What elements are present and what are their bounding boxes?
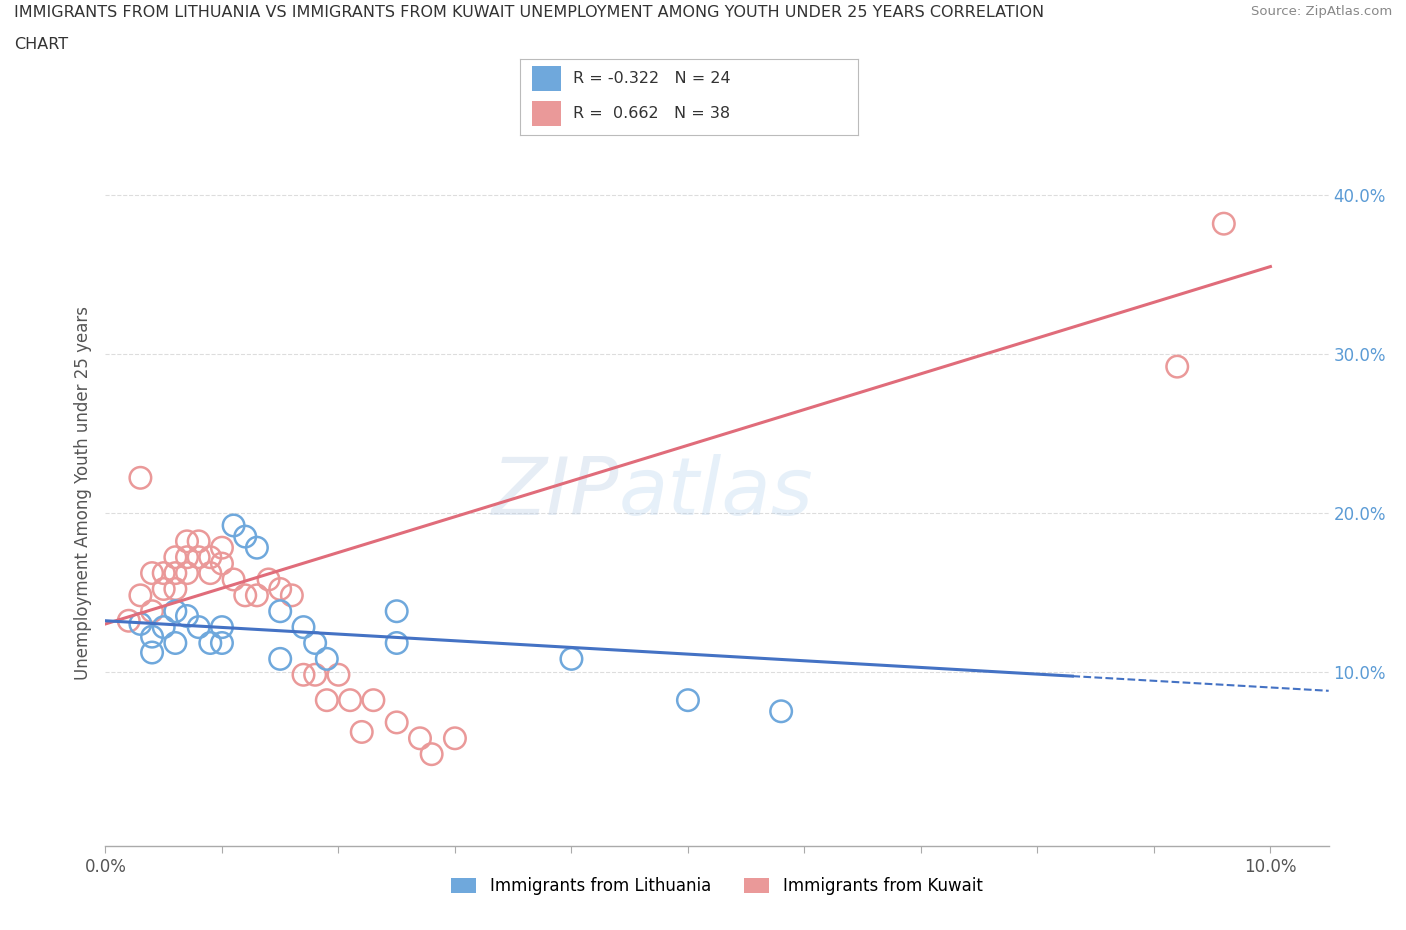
Point bbox=[233, 588, 256, 603]
Point bbox=[141, 630, 163, 644]
Point bbox=[200, 635, 222, 650]
Bar bbox=[531, 100, 561, 126]
Point bbox=[770, 704, 793, 719]
Text: R = -0.322   N = 24: R = -0.322 N = 24 bbox=[572, 72, 730, 86]
Point bbox=[165, 604, 187, 618]
Point bbox=[304, 635, 326, 650]
Point bbox=[176, 534, 198, 549]
Point bbox=[165, 635, 187, 650]
Point bbox=[187, 619, 209, 634]
Point bbox=[152, 565, 174, 580]
Point bbox=[152, 619, 174, 634]
Point bbox=[187, 534, 209, 549]
Point bbox=[141, 604, 163, 618]
Point bbox=[200, 565, 222, 580]
Point bbox=[328, 668, 350, 683]
Point bbox=[420, 747, 443, 762]
Point bbox=[211, 556, 233, 571]
Text: Source: ZipAtlas.com: Source: ZipAtlas.com bbox=[1251, 5, 1392, 18]
Point bbox=[315, 651, 337, 666]
Point bbox=[129, 588, 152, 603]
Point bbox=[129, 471, 152, 485]
Text: ZIP: ZIP bbox=[492, 454, 619, 532]
Point bbox=[222, 518, 245, 533]
Point bbox=[257, 572, 280, 587]
Point bbox=[560, 651, 582, 666]
Point bbox=[363, 693, 385, 708]
Point bbox=[269, 581, 291, 596]
Y-axis label: Unemployment Among Youth under 25 years: Unemployment Among Youth under 25 years bbox=[73, 306, 91, 680]
Point bbox=[233, 529, 256, 544]
Point bbox=[211, 635, 233, 650]
Legend: Immigrants from Lithuania, Immigrants from Kuwait: Immigrants from Lithuania, Immigrants fr… bbox=[444, 870, 990, 901]
Text: R =  0.662   N = 38: R = 0.662 N = 38 bbox=[572, 106, 730, 121]
Point bbox=[350, 724, 373, 739]
Point bbox=[165, 565, 187, 580]
Point bbox=[200, 550, 222, 565]
Point bbox=[165, 581, 187, 596]
Point bbox=[1212, 217, 1234, 232]
Point bbox=[269, 604, 291, 618]
Point bbox=[118, 613, 141, 628]
Point bbox=[176, 550, 198, 565]
Text: IMMIGRANTS FROM LITHUANIA VS IMMIGRANTS FROM KUWAIT UNEMPLOYMENT AMONG YOUTH UND: IMMIGRANTS FROM LITHUANIA VS IMMIGRANTS … bbox=[14, 5, 1045, 20]
Point bbox=[141, 565, 163, 580]
Point bbox=[676, 693, 699, 708]
Bar bbox=[531, 66, 561, 91]
Point bbox=[176, 608, 198, 623]
Point bbox=[444, 731, 467, 746]
Point bbox=[187, 550, 209, 565]
Point bbox=[141, 645, 163, 660]
Point bbox=[409, 731, 432, 746]
Point bbox=[385, 635, 408, 650]
Point bbox=[315, 693, 337, 708]
Point bbox=[165, 550, 187, 565]
Point bbox=[385, 715, 408, 730]
Point bbox=[152, 581, 174, 596]
Point bbox=[129, 617, 152, 631]
Point bbox=[385, 604, 408, 618]
Point bbox=[304, 668, 326, 683]
Point bbox=[292, 619, 315, 634]
Point bbox=[1166, 359, 1188, 374]
Point bbox=[222, 572, 245, 587]
Point bbox=[269, 651, 291, 666]
Point bbox=[281, 588, 304, 603]
Point bbox=[339, 693, 361, 708]
Point bbox=[246, 588, 269, 603]
Text: CHART: CHART bbox=[14, 37, 67, 52]
Point bbox=[211, 540, 233, 555]
Point bbox=[292, 668, 315, 683]
Text: atlas: atlas bbox=[619, 454, 814, 532]
Point bbox=[176, 565, 198, 580]
Point bbox=[211, 619, 233, 634]
Point bbox=[246, 540, 269, 555]
